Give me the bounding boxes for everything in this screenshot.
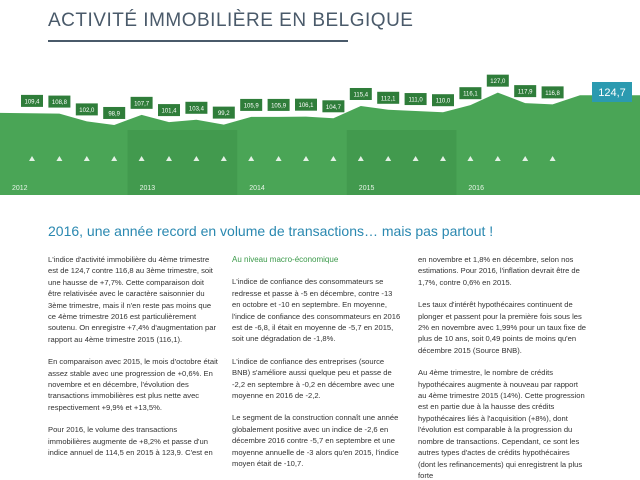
label-box xyxy=(158,104,180,117)
index-label: 127,0 xyxy=(490,79,506,85)
paragraph: Au 4ème trimestre, le nombre de crédits … xyxy=(418,368,585,480)
label-box xyxy=(404,93,427,106)
arrow xyxy=(111,156,118,161)
paragraph: L'indice de confiance des consommateurs … xyxy=(232,277,401,344)
label-box xyxy=(185,101,208,114)
paragraph: Pour 2016, le volume des transactions im… xyxy=(48,425,213,458)
arrow xyxy=(549,156,556,161)
label-box xyxy=(322,100,345,113)
year-label: 2013 xyxy=(140,185,156,192)
arrow xyxy=(522,156,529,161)
arrow xyxy=(248,156,255,161)
index-label: 117,9 xyxy=(518,90,533,96)
arrow xyxy=(83,156,90,161)
label-box xyxy=(48,95,71,108)
paragraph: Le segment de la construction connaît un… xyxy=(232,413,399,469)
column: en novembre et 1,8% en décembre, selon n… xyxy=(418,254,588,480)
index-label: 99,2 xyxy=(218,111,230,117)
arrow xyxy=(193,156,200,161)
year-block xyxy=(346,130,457,195)
label-box xyxy=(21,94,43,107)
paragraph: L'indice de confiance des entreprises (s… xyxy=(232,356,395,401)
label-box xyxy=(130,96,153,109)
label-box xyxy=(103,106,126,119)
arrow xyxy=(29,156,35,161)
index-label: 104,7 xyxy=(326,105,342,111)
arrow xyxy=(385,156,392,161)
label-box xyxy=(267,98,290,111)
headline: 2016, une année record en volume de tran… xyxy=(48,223,494,239)
paragraph: En comparaison avec 2015, le mois d'octo… xyxy=(48,357,218,412)
arrow xyxy=(330,156,337,161)
arrow xyxy=(220,156,227,161)
index-band: 2012 2013 2014 2015 2016 109,4 108,8 102,0 98,9 1… xyxy=(0,74,640,195)
index-label: 105,9 xyxy=(271,103,287,109)
index-label: 111,0 xyxy=(409,98,424,104)
page-title: ACTIVITÉ IMMOBILIÈRE EN BELGIQUE xyxy=(48,10,414,31)
label-box xyxy=(75,103,98,116)
index-label: 115,4 xyxy=(354,92,369,98)
column-heading: Au niveau macro-économique xyxy=(232,255,339,264)
arrow xyxy=(303,156,309,161)
index-label: 109,4 xyxy=(24,99,40,105)
arrow xyxy=(440,156,446,161)
label-box xyxy=(486,74,509,87)
label-box xyxy=(432,94,454,107)
index-label: 101,4 xyxy=(161,109,177,115)
index-label: 116,1 xyxy=(463,92,478,98)
year-label: 2015 xyxy=(359,185,375,192)
index-label: 106,1 xyxy=(298,103,314,109)
arrow xyxy=(166,156,172,161)
arrow xyxy=(412,156,419,161)
label-box xyxy=(240,98,263,111)
index-label: 102,0 xyxy=(79,108,95,114)
label-box xyxy=(295,98,317,111)
index-label: 107,7 xyxy=(134,101,150,107)
label-box xyxy=(592,82,632,102)
arrow xyxy=(357,156,364,161)
label-box xyxy=(212,106,235,119)
title-rule xyxy=(48,40,348,42)
year-block xyxy=(127,130,238,195)
index-label: 108,8 xyxy=(52,100,68,106)
year-label: 2014 xyxy=(249,185,265,192)
arrow xyxy=(138,156,145,161)
index-label: 116,8 xyxy=(545,91,560,97)
paragraph: Les taux d'intérêt hypothécaires continu… xyxy=(418,300,587,355)
column: Au niveau macro-économique L'indice de co… xyxy=(232,254,402,480)
index-label: 98,9 xyxy=(108,111,120,117)
label-box xyxy=(377,91,400,104)
column: L'indice d'activité immobilière du 4ème … xyxy=(48,254,218,480)
label-box xyxy=(349,87,372,100)
arrow xyxy=(494,156,501,161)
paragraph: en novembre et 1,8% en décembre, selon n… xyxy=(418,255,580,287)
arrow xyxy=(275,156,282,161)
index-label: 112,1 xyxy=(381,96,396,102)
arrow xyxy=(467,156,474,161)
index-label: 110,0 xyxy=(436,99,451,105)
year-label: 2016 xyxy=(468,185,484,192)
year-label: 2012 xyxy=(12,185,28,192)
label-box xyxy=(514,85,537,98)
label-box xyxy=(459,87,482,100)
index-label: 124,7 xyxy=(598,87,626,99)
paragraph: L'indice d'activité immobilière du 4ème … xyxy=(48,255,216,344)
index-label: 105,9 xyxy=(244,103,260,109)
index-label: 103,4 xyxy=(189,106,205,112)
label-box xyxy=(541,86,564,99)
arrow xyxy=(56,156,63,161)
